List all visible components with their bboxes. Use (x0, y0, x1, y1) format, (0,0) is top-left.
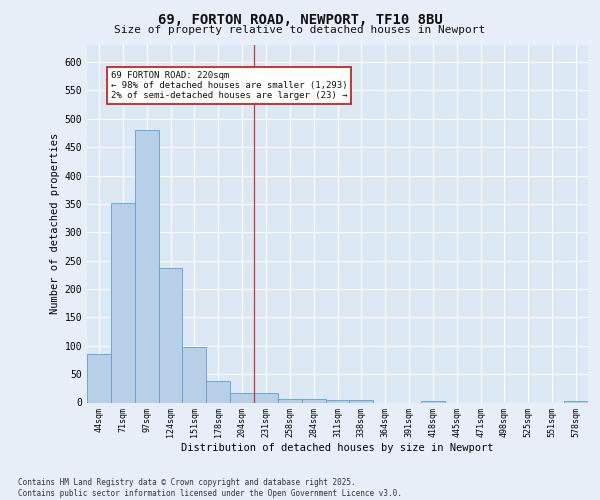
Bar (182, 348, 206, 403)
Bar (254, 394, 278, 402)
Bar (87, 354, 111, 403)
Bar (158, 268, 182, 402)
Text: Contains HM Land Registry data © Crown copyright and database right 2025.
Contai: Contains HM Land Registry data © Crown c… (18, 478, 402, 498)
Text: 69 FORTON ROAD: 220sqm
← 98% of detached houses are smaller (1,293)
2% of semi-d: 69 FORTON ROAD: 220sqm ← 98% of detached… (111, 70, 347, 101)
Text: Size of property relative to detached houses in Newport: Size of property relative to detached ho… (115, 25, 485, 35)
Bar (349, 400, 373, 402)
Bar (230, 394, 254, 402)
Bar (206, 381, 230, 402)
Bar (278, 399, 302, 402)
Bar (135, 130, 158, 402)
Text: 69, FORTON ROAD, NEWPORT, TF10 8BU: 69, FORTON ROAD, NEWPORT, TF10 8BU (158, 12, 442, 26)
Bar (111, 203, 135, 402)
Bar (326, 400, 349, 402)
X-axis label: Distribution of detached houses by size in Newport: Distribution of detached houses by size … (181, 443, 494, 453)
Bar (302, 399, 326, 402)
Y-axis label: Number of detached properties: Number of detached properties (50, 133, 61, 314)
